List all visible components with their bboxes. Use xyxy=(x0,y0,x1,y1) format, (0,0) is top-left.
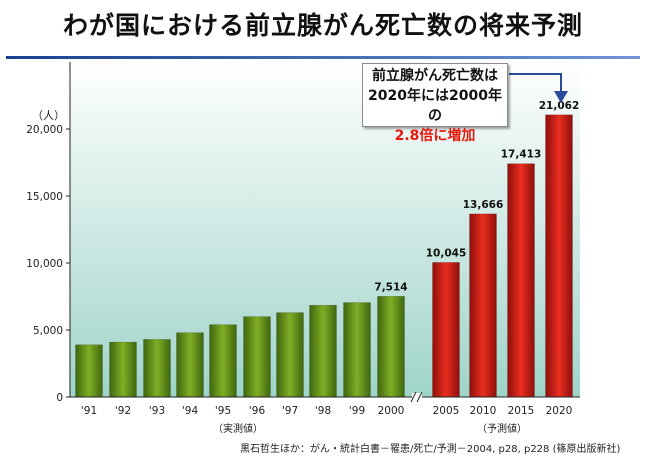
x-tick-label: '94 xyxy=(182,405,199,417)
bar-91 xyxy=(75,344,103,398)
title-rule xyxy=(6,56,640,59)
callout-line-1: 前立腺がん死亡数は xyxy=(372,68,498,84)
callout-arrow xyxy=(509,73,568,103)
callout-line-3: 2.8倍に増加 xyxy=(394,128,476,144)
data-label: 7,514 xyxy=(374,281,407,293)
bar-96 xyxy=(243,316,271,398)
bar-97 xyxy=(276,312,304,398)
bar-99 xyxy=(343,302,371,398)
y-tick-label: 20,000 xyxy=(26,124,63,136)
x-tick-label: 2010 xyxy=(470,405,497,417)
bar-2015 xyxy=(507,163,535,398)
x-tick-label: 2000 xyxy=(378,405,405,417)
bar-94 xyxy=(176,332,204,398)
x-tick-label: 2020 xyxy=(546,405,573,417)
bar-92 xyxy=(109,341,137,398)
x-tick-label: '99 xyxy=(349,405,365,417)
group-label-actual: （実測値） xyxy=(213,422,263,435)
y-tick-label: 5,000 xyxy=(33,325,63,337)
bar-2005 xyxy=(432,262,460,398)
data-label: 13,666 xyxy=(463,199,504,211)
y-tick-label: 0 xyxy=(56,392,63,404)
x-tick-label: 2005 xyxy=(433,405,460,417)
x-tick-label: '98 xyxy=(315,405,331,417)
bar-95 xyxy=(209,324,237,398)
y-tick-label: 10,000 xyxy=(26,258,63,270)
data-label: 10,045 xyxy=(426,247,467,259)
y-tick-label: 15,000 xyxy=(26,191,63,203)
data-label: 17,413 xyxy=(501,149,542,161)
x-tick-label: '92 xyxy=(115,405,131,417)
bar-2010 xyxy=(469,213,497,398)
bar-98 xyxy=(309,304,337,398)
y-axis-label: （人） xyxy=(32,109,65,122)
bar-2000 xyxy=(377,296,405,398)
x-tick-label: 2015 xyxy=(508,405,535,417)
x-tick-label: '95 xyxy=(215,405,231,417)
axis-break-mark xyxy=(410,391,423,403)
data-label: 21,062 xyxy=(539,100,580,112)
group-label-forecast: （予測値） xyxy=(477,422,527,435)
x-tick-label: '96 xyxy=(249,405,266,417)
x-tick-label: '91 xyxy=(81,405,97,417)
x-tick-label: '93 xyxy=(149,405,165,417)
source-citation: 黒石哲生ほか：がん・統計白書－罹患/死亡/予測－2004, p28, p228 … xyxy=(240,444,621,455)
page-title: わが国における前立腺がん死亡数の将来予測 xyxy=(62,11,583,40)
callout-box: 前立腺がん死亡数は 2020年には2000年の 2.8倍に増加 xyxy=(362,63,508,144)
x-tick-label: '97 xyxy=(282,405,298,417)
bar-2020 xyxy=(545,114,573,398)
bar-93 xyxy=(143,339,171,398)
callout-line-2: 2020年には2000年の xyxy=(368,88,502,124)
